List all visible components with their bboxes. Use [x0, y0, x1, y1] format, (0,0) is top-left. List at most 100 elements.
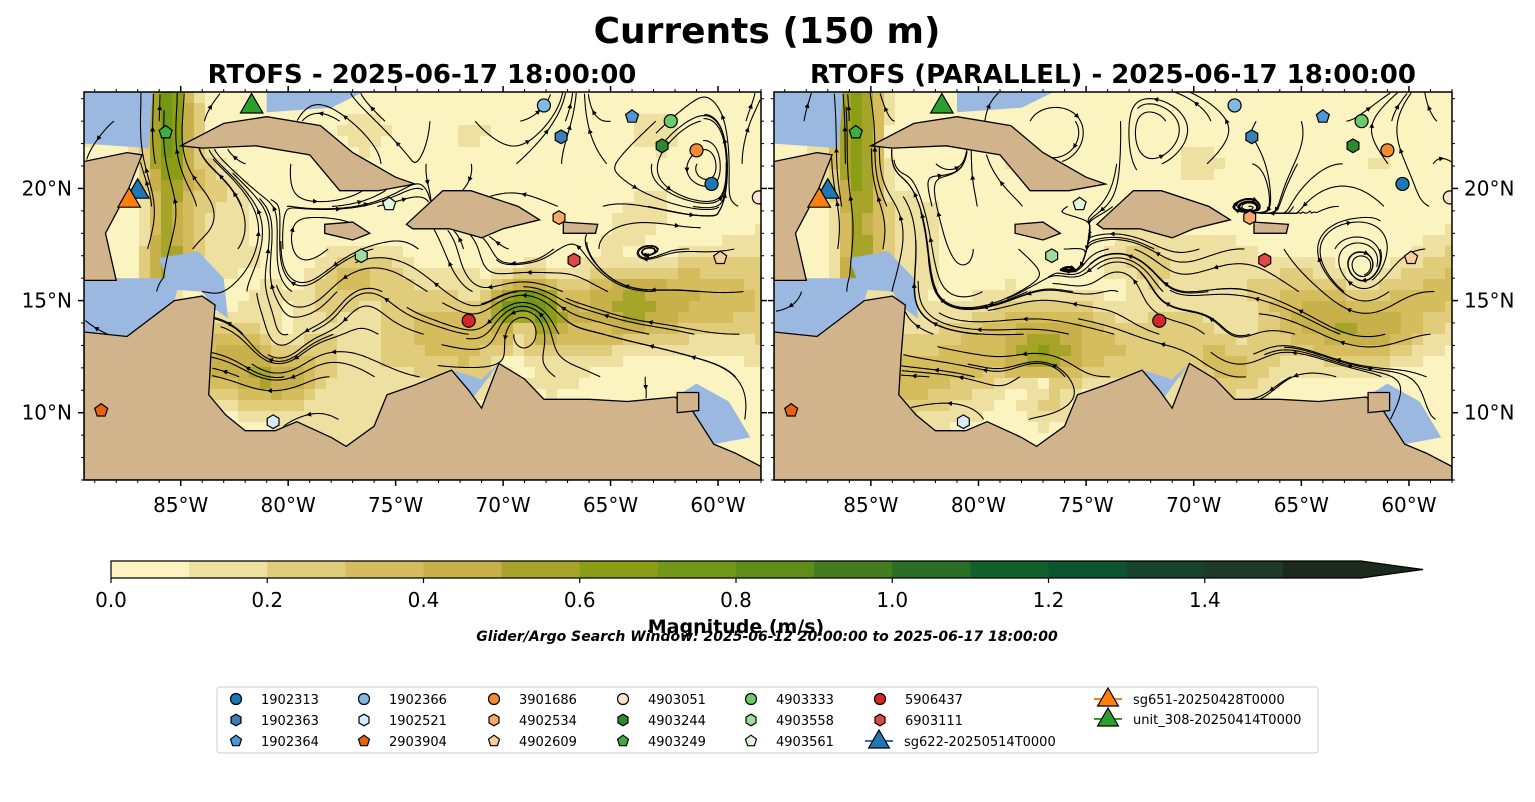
legend-entry-1902313: 1902313	[229, 692, 319, 708]
land-mask	[774, 92, 1452, 480]
legend-entry-4903558: 4903558	[745, 713, 834, 729]
legend-symbol-4902609	[487, 734, 501, 747]
legend-symbol-5906437	[873, 692, 887, 706]
platform-marker-4903561	[1072, 196, 1087, 211]
colorbar-extend-arrow	[1282, 561, 1423, 578]
legend-label: 4902609	[519, 735, 577, 750]
legend-symbol-sg622-20250514T0000	[867, 728, 891, 749]
colorbar-tick-label: 1.4	[1189, 588, 1221, 612]
platform-marker-1902364	[1315, 109, 1331, 123]
platform-marker-4903244	[655, 138, 669, 154]
platform-marker-1902366	[1227, 98, 1242, 113]
legend-entry-4903249: 4903249	[616, 734, 706, 750]
platform-marker-2903904	[783, 402, 799, 417]
colorbar-tick-label: 0.6	[564, 588, 596, 612]
legend-entry-unit_308-20250414T0000: unit_308-20250414T0000	[1094, 706, 1301, 728]
colorbar-segment	[189, 561, 268, 578]
legend-entry-1902366: 1902366	[357, 692, 447, 708]
platform-marker-4902534	[552, 210, 566, 226]
legend-label: sg651-20250428T0000	[1133, 693, 1285, 708]
legend-symbol-4902534	[488, 713, 500, 727]
colorbar-segment	[579, 561, 659, 578]
x-tick-label: 80°W	[261, 493, 316, 517]
legend-symbol-2903904	[357, 734, 371, 747]
platform-marker-4903244	[1346, 138, 1360, 154]
x-tick-label: 70°W	[475, 493, 530, 517]
legend-symbol-4903561	[744, 734, 758, 747]
legend-label: 2903904	[389, 735, 447, 750]
x-tick-label: 75°W	[368, 493, 423, 517]
platform-marker-1902366	[536, 98, 552, 113]
legend-label: unit_308-20250414T0000	[1133, 713, 1301, 728]
legend-symbol-3901686	[487, 692, 501, 706]
platform-marker-1902364	[624, 109, 640, 123]
x-tick-label: 85°W	[153, 493, 208, 517]
legend-symbol-1902364	[229, 734, 243, 747]
legend-label: 4903249	[648, 735, 706, 750]
platform-marker-4903051	[751, 190, 761, 205]
legend-symbol-4903249	[616, 734, 630, 747]
map-panel-rtofs-parallel: RTOFS (PARALLEL) - 2025-06-17 18:00:00 8…	[768, 60, 1514, 517]
y-tick-label: 10°N	[1464, 401, 1514, 425]
axis-ticks: 85°W 80°W 75°W 70°W 65°W 60°W 10°N 15°N 20°N	[768, 86, 1514, 517]
platform-marker-4903333	[1354, 114, 1369, 129]
legend-label: 1902313	[261, 693, 319, 708]
legend-label: 1902363	[261, 714, 319, 729]
legend-label: 4903558	[776, 714, 834, 729]
colorbar: 0.0 0.2 0.4 0.6 0.8 1.0 1.2 1.4	[95, 560, 1424, 612]
legend-symbol-6903111	[874, 713, 886, 727]
map-frame	[83, 91, 762, 481]
y-tick-label: 20°N	[22, 176, 72, 200]
platform-marker-1902313	[704, 176, 719, 192]
x-tick-label: 75°W	[1058, 493, 1113, 517]
platform-marker-sg651-20250428T0000	[806, 186, 832, 208]
legend-symbol-4903051	[616, 692, 630, 706]
legend-entry-sg622-20250514T0000: sg622-20250514T0000	[865, 728, 1056, 750]
streamlines	[775, 92, 1452, 420]
colorbar-segment	[1048, 561, 1128, 578]
platform-markers	[783, 92, 1452, 430]
y-tick-label: 15°N	[1464, 289, 1514, 313]
platform-marker-4903558	[1045, 248, 1059, 264]
legend-symbol-1902363	[230, 713, 242, 727]
platform-marker-1902521	[266, 414, 280, 430]
legend-entry-1902521: 1902521	[358, 713, 447, 729]
x-tick-label: 80°W	[951, 493, 1006, 517]
legend-entry-4903561: 4903561	[744, 734, 834, 750]
y-tick-label: 15°N	[22, 289, 72, 313]
legend-symbol-4903558	[745, 713, 757, 727]
legend-entry-1902364: 1902364	[229, 734, 319, 750]
streamlines	[85, 92, 761, 428]
platform-marker-6903111	[567, 252, 581, 268]
colorbar-tick-label: 1.2	[1033, 588, 1065, 612]
platform-markers	[93, 92, 761, 430]
legend-entry-4902609: 4902609	[487, 734, 577, 750]
legend-label: 1902364	[261, 735, 319, 750]
legend-label: 4903051	[648, 693, 706, 708]
platform-marker-4903558	[354, 248, 368, 264]
colorbar-segment	[892, 561, 971, 578]
platform-marker-3901686	[1380, 143, 1395, 158]
legend-label: 4902534	[519, 714, 577, 729]
platform-marker-4903249	[158, 124, 173, 139]
platform-marker-unit_308-20250414T0000	[239, 92, 264, 114]
legend-symbol-1902366	[357, 692, 371, 706]
platform-marker-4902609	[712, 250, 728, 265]
colorbar-tick-label: 0.2	[251, 588, 283, 612]
platform-marker-4903561	[381, 196, 397, 211]
colorbar-segment	[423, 561, 503, 578]
legend-symbol-4903244	[617, 713, 629, 727]
colorbar-tick-label: 0.4	[408, 588, 440, 612]
x-tick-label: 70°W	[1166, 493, 1221, 517]
platform-marker-4903333	[663, 114, 678, 129]
x-tick-label: 60°W	[1381, 493, 1436, 517]
platform-marker-4902609	[1403, 250, 1419, 265]
map-panel-rtofs: RTOFS - 2025-06-17 18:00:00 85°W 80°W 75°W…	[22, 60, 767, 517]
colorbar-tick-label: 0.8	[720, 588, 752, 612]
colorbar-tick-label: 1.0	[876, 588, 908, 612]
platform-marker-1902363	[554, 129, 568, 145]
colorbar-segment	[736, 561, 815, 578]
legend-symbol-4903333	[744, 692, 758, 706]
y-tick-label: 10°N	[22, 401, 72, 425]
platform-marker-4903249	[848, 124, 864, 139]
